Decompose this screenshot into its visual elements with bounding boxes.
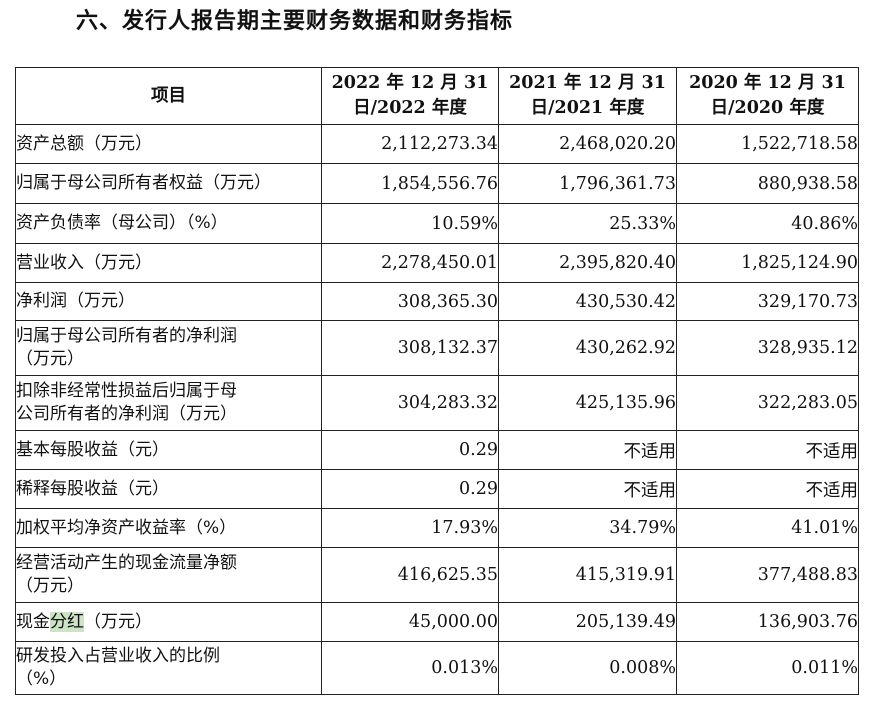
row-label-post: （万元）	[84, 611, 152, 632]
table-row: 净利润（万元） 308,365.30 430,530.42 329,170.73	[15, 282, 859, 321]
table-row: 加权平均净资产收益率（%） 17.93% 34.79% 41.01%	[15, 508, 859, 548]
row-label: 资产负债率（母公司）（%）	[15, 203, 322, 244]
value-2021: 430,262.92	[498, 320, 677, 376]
value-2021: 25.33%	[498, 203, 677, 244]
value-2022: 308,365.30	[321, 282, 499, 321]
value-2022: 304,283.32	[321, 375, 499, 431]
value-2020: 322,283.05	[676, 375, 859, 431]
value-2022: 308,132.37	[321, 320, 499, 376]
value-2022: 17.93%	[321, 508, 499, 548]
value-2021: 205,139.49	[498, 602, 677, 642]
highlighted-text: 分红	[50, 611, 84, 632]
table-row: 扣除非经常性损益后归属于母 公司所有者的净利润（万元） 304,283.32 42…	[15, 375, 859, 431]
header-2021-line2: 日/2021 年度	[530, 98, 645, 118]
row-label: 资产总额（万元）	[15, 124, 322, 164]
value-2022: 0.013%	[321, 641, 499, 695]
row-label-line1: 扣除非经常性损益后归属于母	[16, 381, 238, 401]
value-2021: 34.79%	[498, 508, 677, 548]
value-2020: 1,522,718.58	[676, 124, 859, 164]
value-2020: 328,935.12	[676, 320, 859, 376]
value-2021: 不适用	[498, 430, 677, 470]
row-label-line1: 归属于母公司所有者的净利润	[16, 326, 238, 346]
row-label: 归属于母公司所有者的净利润 （万元）	[15, 320, 322, 376]
row-label-line2: 公司所有者的净利润（万元）	[16, 404, 238, 424]
value-2022: 1,854,556.76	[321, 163, 499, 204]
row-label: 扣除非经常性损益后归属于母 公司所有者的净利润（万元）	[15, 375, 322, 431]
table-row: 资产总额（万元） 2,112,273.34 2,468,020.20 1,522…	[15, 124, 859, 164]
value-2022: 2,278,450.01	[321, 243, 499, 283]
value-2020: 377,488.83	[676, 547, 859, 603]
header-2020-line2: 日/2020 年度	[710, 98, 825, 118]
row-label: 现金分红（万元）	[15, 602, 322, 642]
row-label-pre: 现金	[16, 611, 51, 632]
row-label: 归属于母公司所有者权益（万元）	[15, 163, 322, 204]
section-title: 六、发行人报告期主要财务数据和财务指标	[76, 9, 514, 34]
value-2020: 136,903.76	[676, 602, 859, 642]
header-2022-line1: 2022 年 12 月 31	[331, 73, 489, 93]
value-2020: 329,170.73	[676, 282, 859, 321]
table-row: 资产负债率（母公司）（%） 10.59% 25.33% 40.86%	[15, 203, 859, 244]
value-2021: 0.008%	[498, 641, 677, 695]
value-2022: 0.29	[321, 469, 499, 509]
value-2022: 10.59%	[321, 203, 499, 244]
value-2021: 415,319.91	[498, 547, 677, 603]
row-label-line2: （%）	[16, 669, 67, 689]
row-label: 加权平均净资产收益率（%）	[15, 508, 322, 548]
header-2021: 2021 年 12 月 31 日/2021 年度	[498, 67, 677, 125]
table-row: 营业收入（万元） 2,278,450.01 2,395,820.40 1,825…	[15, 243, 859, 283]
table-row: 研发投入占营业收入的比例 （%） 0.013% 0.008% 0.011%	[15, 641, 859, 695]
header-2020-line1: 2020 年 12 月 31	[689, 73, 846, 93]
value-2021: 2,468,020.20	[498, 124, 677, 164]
value-2020: 1,825,124.90	[676, 243, 859, 283]
value-2022: 0.29	[321, 430, 499, 470]
table-row: 归属于母公司所有者权益（万元） 1,854,556.76 1,796,361.7…	[15, 163, 859, 204]
row-label: 基本每股收益（元）	[15, 430, 322, 470]
table-row: 经营活动产生的现金流量净额 （万元） 416,625.35 415,319.91 …	[15, 547, 859, 603]
header-2022-line2: 日/2022 年度	[353, 98, 467, 118]
table-row: 归属于母公司所有者的净利润 （万元） 308,132.37 430,262.92 …	[15, 320, 859, 376]
row-label-line2: （万元）	[16, 576, 85, 596]
value-2021: 不适用	[498, 469, 677, 509]
header-2021-line1: 2021 年 12 月 31	[509, 73, 666, 93]
value-2020: 880,938.58	[676, 163, 859, 204]
row-label: 研发投入占营业收入的比例 （%）	[15, 641, 322, 695]
value-2022: 416,625.35	[321, 547, 499, 603]
financial-data-table: 项目 2022 年 12 月 31 日/2022 年度 2021 年 12 月 3…	[15, 67, 859, 695]
header-2022: 2022 年 12 月 31 日/2022 年度	[321, 67, 499, 125]
value-2020: 不适用	[676, 430, 859, 470]
header-item: 项目	[15, 67, 322, 125]
header-2020: 2020 年 12 月 31 日/2020 年度	[676, 67, 859, 125]
value-2020: 40.86%	[676, 203, 859, 244]
value-2020: 41.01%	[676, 508, 859, 548]
table-row: 基本每股收益（元） 0.29 不适用 不适用	[15, 430, 859, 470]
row-label-line1: 经营活动产生的现金流量净额	[16, 553, 238, 573]
value-2020: 不适用	[676, 469, 859, 509]
value-2022: 45,000.00	[321, 602, 499, 642]
row-label-line1: 研发投入占营业收入的比例	[16, 646, 221, 666]
table-row: 现金分红（万元） 45,000.00 205,139.49 136,903.76	[15, 602, 859, 642]
row-label: 净利润（万元）	[15, 282, 322, 321]
row-label-line2: （万元）	[16, 349, 85, 369]
value-2020: 0.011%	[676, 641, 859, 695]
table-row: 稀释每股收益（元） 0.29 不适用 不适用	[15, 469, 859, 509]
row-label: 稀释每股收益（元）	[15, 469, 322, 509]
value-2021: 425,135.96	[498, 375, 677, 431]
row-label: 营业收入（万元）	[15, 243, 322, 283]
value-2022: 2,112,273.34	[321, 124, 499, 164]
value-2021: 2,395,820.40	[498, 243, 677, 283]
value-2021: 430,530.42	[498, 282, 677, 321]
table-header-row: 项目 2022 年 12 月 31 日/2022 年度 2021 年 12 月 3…	[15, 67, 859, 125]
row-label: 经营活动产生的现金流量净额 （万元）	[15, 547, 322, 603]
value-2021: 1,796,361.73	[498, 163, 677, 204]
